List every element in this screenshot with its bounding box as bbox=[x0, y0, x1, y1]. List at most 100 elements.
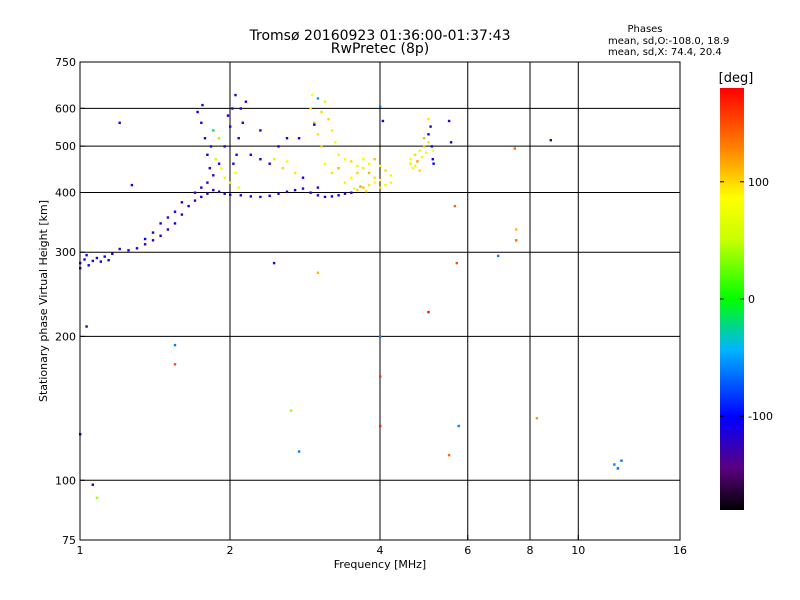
phases-mean-x: mean, sd,X: 74.4, 20.4 bbox=[608, 47, 722, 58]
data-point bbox=[413, 164, 417, 168]
data-point bbox=[200, 186, 203, 189]
y-tick-labels: 75 100 200 300 400 500 600 750 bbox=[55, 56, 85, 547]
data-point bbox=[367, 171, 371, 175]
data-point bbox=[373, 176, 376, 179]
data-point bbox=[272, 261, 276, 265]
data-point bbox=[285, 137, 289, 140]
data-point bbox=[431, 149, 434, 152]
data-point bbox=[118, 121, 121, 124]
data-point bbox=[239, 194, 242, 197]
data-point bbox=[389, 181, 392, 184]
data-point bbox=[95, 496, 99, 499]
x-tick-label: 2 bbox=[227, 544, 234, 557]
data-point bbox=[350, 176, 353, 179]
data-point bbox=[237, 137, 240, 140]
data-point bbox=[91, 483, 94, 486]
data-point bbox=[379, 375, 382, 378]
data-point bbox=[193, 199, 197, 202]
data-point bbox=[337, 167, 340, 170]
data-point bbox=[381, 119, 385, 123]
data-point bbox=[143, 237, 147, 241]
data-point bbox=[166, 216, 170, 219]
data-point bbox=[237, 186, 240, 189]
data-point bbox=[173, 343, 177, 347]
data-point bbox=[427, 141, 430, 144]
data-point bbox=[620, 459, 623, 462]
data-point bbox=[316, 97, 320, 100]
data-point bbox=[135, 247, 139, 250]
data-point bbox=[285, 190, 289, 193]
data-point bbox=[214, 158, 217, 161]
data-point bbox=[427, 310, 430, 314]
data-point bbox=[173, 222, 177, 225]
y-tick-label: 75 bbox=[62, 534, 76, 547]
data-point bbox=[313, 121, 316, 124]
data-point bbox=[379, 164, 382, 168]
data-point bbox=[212, 129, 215, 132]
data-point bbox=[384, 183, 387, 187]
x-tick-labels: 1 2 4 6 8 10 16 bbox=[77, 535, 687, 557]
data-point bbox=[187, 204, 190, 208]
data-point bbox=[359, 185, 362, 188]
data-point bbox=[447, 453, 451, 457]
data-point bbox=[212, 188, 215, 192]
data-point bbox=[427, 118, 430, 121]
data-point bbox=[409, 158, 412, 161]
data-point bbox=[111, 252, 114, 255]
data-point bbox=[159, 222, 162, 225]
data-point bbox=[427, 133, 430, 136]
data-point bbox=[130, 183, 134, 187]
data-point bbox=[166, 228, 170, 231]
y-tick-label: 750 bbox=[55, 56, 76, 69]
data-point bbox=[320, 110, 323, 114]
data-point bbox=[229, 193, 232, 196]
data-point bbox=[201, 103, 204, 107]
data-point bbox=[418, 149, 421, 152]
data-point bbox=[309, 191, 312, 194]
data-point bbox=[231, 107, 234, 110]
data-point bbox=[515, 228, 518, 231]
data-point bbox=[409, 162, 412, 165]
data-point bbox=[453, 204, 457, 208]
data-point bbox=[389, 174, 392, 177]
data-point bbox=[379, 186, 382, 189]
data-point bbox=[429, 125, 432, 128]
data-point bbox=[420, 155, 424, 159]
data-point bbox=[330, 129, 334, 132]
data-point bbox=[151, 239, 155, 242]
phases-mean-o: mean, sd,O:-108.0, 18.9 bbox=[608, 36, 729, 47]
data-point bbox=[432, 162, 435, 165]
y-tick-label: 400 bbox=[55, 186, 76, 199]
data-point bbox=[173, 363, 177, 366]
data-point bbox=[327, 118, 330, 121]
data-point bbox=[362, 158, 365, 161]
chart-title-line1: Tromsø 20160923 01:36:00-01:37:43 bbox=[249, 28, 511, 44]
data-point bbox=[367, 183, 371, 187]
data-point bbox=[457, 424, 460, 428]
data-point bbox=[384, 169, 387, 172]
data-point bbox=[239, 107, 242, 110]
data-point bbox=[203, 137, 207, 140]
colorbar-tick-label: 100 bbox=[748, 176, 769, 189]
data-point bbox=[223, 192, 226, 195]
data-point bbox=[249, 153, 252, 156]
data-point bbox=[316, 133, 320, 136]
grid-lines bbox=[80, 62, 680, 540]
data-point bbox=[411, 167, 414, 170]
data-point bbox=[285, 160, 289, 163]
data-point bbox=[316, 194, 320, 197]
data-point bbox=[350, 191, 353, 194]
data-point bbox=[416, 160, 419, 163]
data-point bbox=[330, 195, 334, 198]
data-point bbox=[209, 145, 213, 148]
data-point bbox=[413, 153, 417, 156]
data-point bbox=[234, 93, 237, 97]
data-point bbox=[151, 231, 155, 234]
data-point bbox=[513, 147, 516, 150]
data-point bbox=[241, 121, 244, 124]
data-point bbox=[549, 139, 552, 142]
x-tick-label: 8 bbox=[527, 544, 534, 557]
data-point bbox=[379, 424, 382, 428]
data-point bbox=[334, 141, 337, 144]
